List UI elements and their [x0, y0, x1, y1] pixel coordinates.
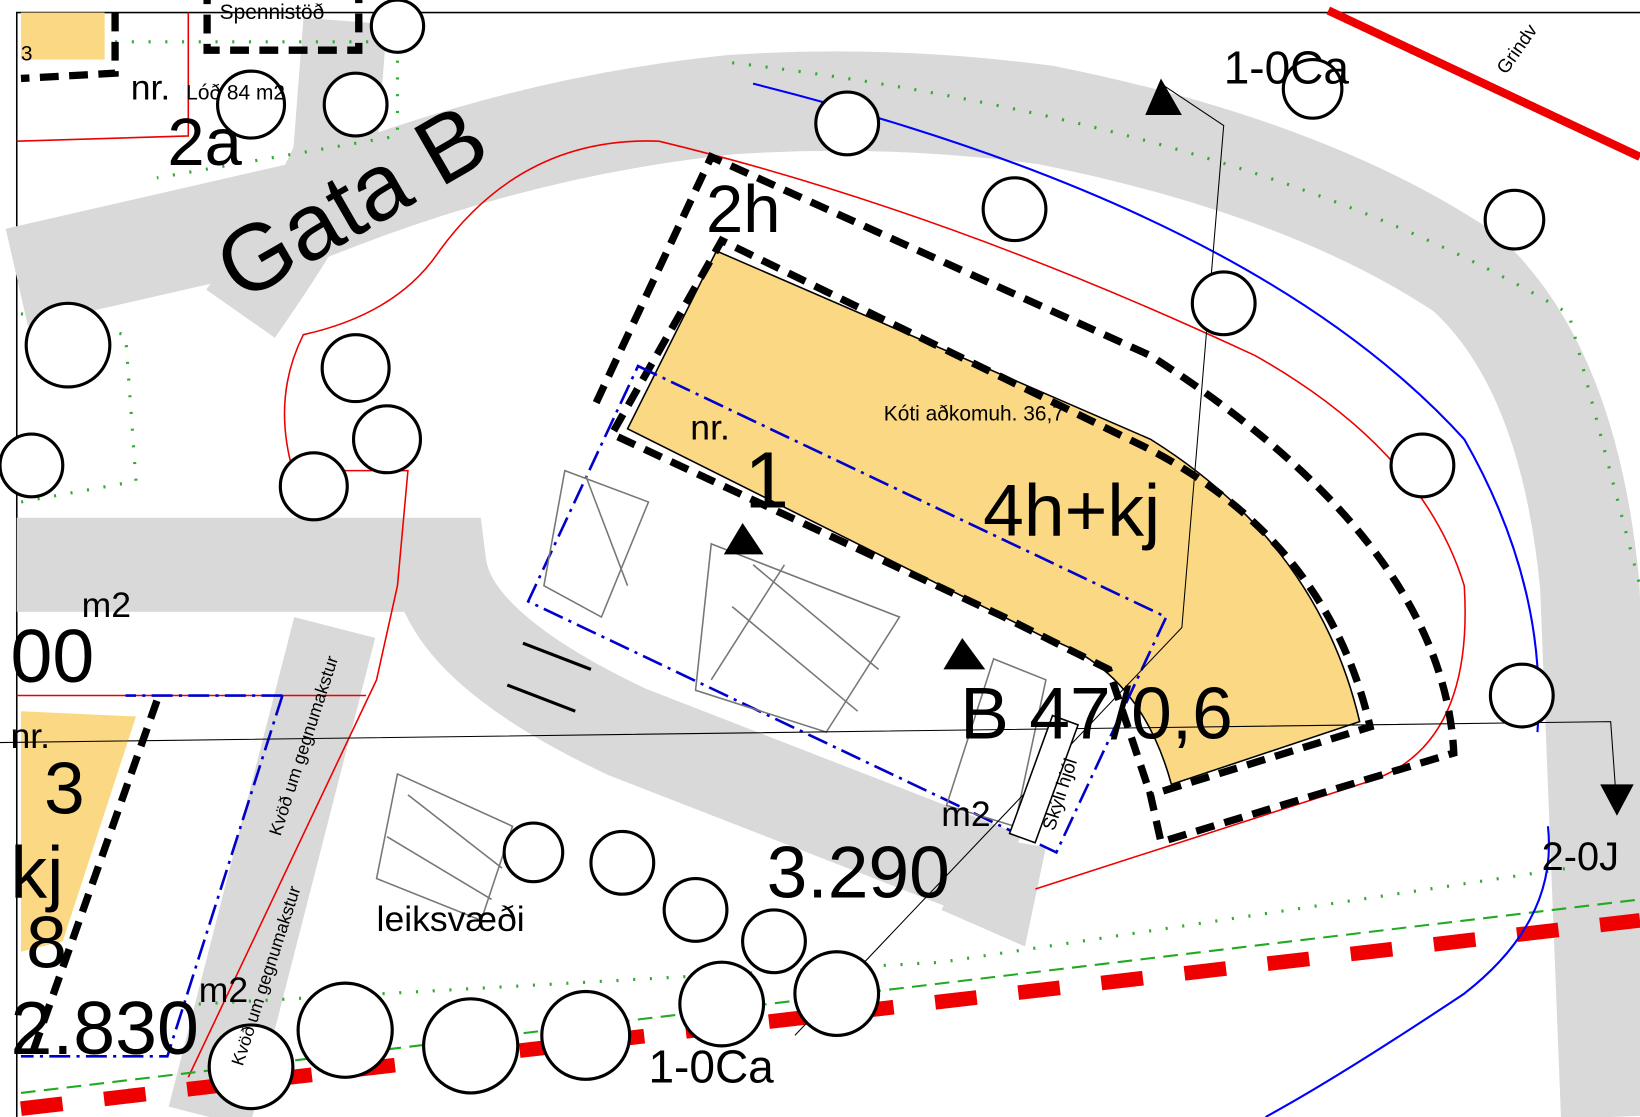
label: m2 — [941, 794, 990, 834]
utility-line-2 — [1265, 826, 1550, 1117]
shelter — [1008, 714, 1080, 844]
label: leiksvæði — [377, 899, 525, 939]
label: 8 — [26, 901, 67, 983]
label: Lóð 84 m2 — [186, 81, 285, 104]
label: B 47/0,6 — [960, 672, 1233, 754]
label: kj — [10, 831, 63, 913]
utility-line — [752, 82, 1540, 733]
building-areas — [20, 12, 1361, 952]
plot-boundary — [526, 364, 1168, 855]
label: Spennistöð — [220, 1, 325, 24]
label: nr. — [131, 67, 171, 107]
label: 1 — [745, 435, 789, 524]
building-lines — [20, 0, 1458, 1058]
label: nr. — [10, 716, 50, 756]
label: 00 — [10, 614, 94, 698]
label: 3 — [44, 748, 85, 830]
label: 3.290 — [767, 831, 950, 913]
label: nr. — [690, 407, 730, 447]
green-boundary — [20, 898, 1640, 1094]
label: Kóti aðkomuh. 36,7 — [884, 402, 1064, 425]
label: 2-0J — [1542, 835, 1619, 879]
label: 1-0Ca — [1224, 42, 1350, 94]
label: 1-0Ca — [648, 1040, 774, 1092]
label: m2 — [82, 585, 131, 625]
label: m2 — [199, 970, 248, 1010]
section-lines — [0, 83, 1617, 1036]
label: 2.830 — [10, 986, 198, 1070]
trees — [0, 0, 1555, 1111]
label: 4h+kj — [983, 469, 1160, 551]
label: 3 — [21, 43, 33, 66]
label: 2h — [706, 172, 780, 247]
red-line — [1326, 6, 1640, 161]
label: 2a — [167, 105, 242, 180]
arrows — [506, 78, 1634, 816]
plot-boundary-3 — [20, 694, 284, 1058]
